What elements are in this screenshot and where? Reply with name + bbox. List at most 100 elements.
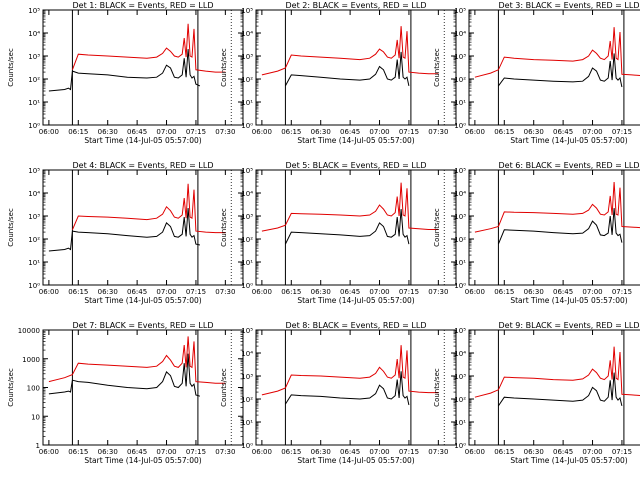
y-tick-label: 10¹ bbox=[454, 259, 466, 267]
x-tick-label: 07:30 bbox=[215, 448, 235, 456]
plot-frame bbox=[468, 9, 640, 126]
y-tick-label: 10⁴ bbox=[454, 350, 466, 358]
x-tick-label: 07:30 bbox=[215, 128, 235, 136]
y-tick-label: 10¹ bbox=[241, 99, 253, 107]
x-axis-label: Start Time (14-Jul-05 05:57:00) bbox=[84, 456, 201, 465]
plot-frame bbox=[255, 329, 457, 446]
x-tick-label: 07:15 bbox=[612, 448, 632, 456]
y-axis-label: Counts/sec bbox=[433, 48, 441, 87]
panel-title: Det 9: BLACK = Events, RED = LLD bbox=[499, 321, 640, 330]
plot-frame bbox=[468, 169, 640, 286]
y-tick-label: 10¹ bbox=[454, 419, 466, 427]
y-tick-label: 10¹ bbox=[241, 419, 253, 427]
y-tick-label: 100 bbox=[27, 385, 40, 393]
panel-det-4: Det 4: BLACK = Events, RED = LLD 10⁰ 10¹ 10… bbox=[7, 161, 244, 305]
x-axis-label: Start Time (14-Jul-05 05:57:00) bbox=[297, 136, 414, 145]
x-tick-label: 06:30 bbox=[524, 128, 544, 136]
y-tick-label: 10² bbox=[454, 396, 466, 404]
x-axis-label: Start Time (14-Jul-05 05:57:00) bbox=[84, 296, 201, 305]
x-tick-label: 06:15 bbox=[68, 288, 88, 296]
x-tick-label: 07:15 bbox=[399, 448, 419, 456]
series-line-events bbox=[284, 209, 410, 245]
x-tick-label: 06:45 bbox=[553, 128, 573, 136]
x-tick-label: 06:15 bbox=[68, 448, 88, 456]
x-tick-label: 06:00 bbox=[252, 448, 272, 456]
y-tick-label: 10⁴ bbox=[28, 30, 40, 38]
panel-title: Det 3: BLACK = Events, RED = LLD bbox=[499, 1, 640, 10]
x-tick-label: 07:00 bbox=[156, 128, 176, 136]
y-tick-label: 10³ bbox=[28, 213, 40, 221]
series-line-events bbox=[497, 208, 623, 245]
x-tick-label: 06:00 bbox=[252, 128, 272, 136]
x-tick-label: 06:00 bbox=[39, 128, 59, 136]
y-tick-label: 10⁴ bbox=[454, 190, 466, 198]
y-tick-label: 10² bbox=[241, 396, 253, 404]
y-tick-label: 10¹ bbox=[28, 259, 40, 267]
y-tick-label: 10⁰ bbox=[28, 282, 40, 290]
panel-title: Det 5: BLACK = Events, RED = LLD bbox=[286, 161, 427, 170]
y-tick-label: 10³ bbox=[454, 373, 466, 381]
x-tick-label: 06:30 bbox=[524, 448, 544, 456]
x-tick-label: 07:15 bbox=[186, 128, 206, 136]
series-line-lld bbox=[474, 346, 640, 398]
x-tick-label: 06:45 bbox=[127, 448, 147, 456]
panel-det-6: Det 6: BLACK = Events, RED = LLD 10⁰ 10¹ 10… bbox=[433, 161, 640, 305]
x-tick-label: 06:00 bbox=[39, 448, 59, 456]
panel-title: Det 1: BLACK = Events, RED = LLD bbox=[73, 1, 214, 10]
x-axis-label: Start Time (14-Jul-05 05:57:00) bbox=[510, 456, 627, 465]
x-tick-label: 06:45 bbox=[340, 128, 360, 136]
y-tick-label: 10⁴ bbox=[28, 190, 40, 198]
x-tick-label: 07:00 bbox=[582, 128, 602, 136]
panel-title: Det 8: BLACK = Events, RED = LLD bbox=[286, 321, 427, 330]
x-tick-label: 07:30 bbox=[428, 448, 448, 456]
y-tick-label: 10⁵ bbox=[241, 327, 253, 335]
x-tick-label: 06:30 bbox=[311, 448, 331, 456]
x-tick-label: 06:45 bbox=[127, 128, 147, 136]
panel-det-2: Det 2: BLACK = Events, RED = LLD 10⁰ 10¹ 10… bbox=[220, 1, 457, 145]
y-tick-label: 10¹ bbox=[454, 99, 466, 107]
series-line-lld bbox=[261, 345, 439, 396]
x-tick-label: 06:00 bbox=[465, 288, 485, 296]
x-tick-label: 06:30 bbox=[98, 288, 118, 296]
y-tick-label: 10⁰ bbox=[454, 282, 466, 290]
x-tick-label: 07:00 bbox=[369, 288, 389, 296]
series-line-lld bbox=[261, 182, 439, 232]
x-axis-label: Start Time (14-Jul-05 05:57:00) bbox=[297, 296, 414, 305]
y-tick-label: 10² bbox=[241, 76, 253, 84]
y-tick-label: 10000 bbox=[18, 327, 40, 335]
x-tick-label: 07:30 bbox=[428, 288, 448, 296]
x-tick-label: 07:00 bbox=[369, 128, 389, 136]
y-tick-label: 10⁵ bbox=[454, 327, 466, 335]
y-tick-label: 10⁵ bbox=[454, 7, 466, 15]
x-tick-label: 06:30 bbox=[311, 288, 331, 296]
series-line-events bbox=[48, 208, 201, 252]
panel-det-1: Det 1: BLACK = Events, RED = LLD 10⁰ 10¹ 10… bbox=[7, 1, 244, 145]
y-tick-label: 10 bbox=[31, 413, 40, 421]
x-tick-label: 07:15 bbox=[186, 288, 206, 296]
series-line-events bbox=[497, 53, 623, 88]
y-axis-label: Counts/sec bbox=[220, 48, 228, 87]
y-tick-label: 10³ bbox=[454, 53, 466, 61]
y-tick-label: 10² bbox=[28, 236, 40, 244]
plot-frame bbox=[42, 9, 244, 126]
x-tick-label: 06:15 bbox=[281, 128, 301, 136]
y-tick-label: 10⁵ bbox=[28, 7, 40, 15]
series-line-lld bbox=[261, 26, 439, 76]
y-tick-label: 10⁴ bbox=[241, 30, 253, 38]
x-axis-label: Start Time (14-Jul-05 05:57:00) bbox=[84, 136, 201, 145]
series-line-events bbox=[48, 49, 201, 92]
x-tick-label: 07:15 bbox=[399, 288, 419, 296]
x-axis-label: Start Time (14-Jul-05 05:57:00) bbox=[510, 296, 627, 305]
x-tick-label: 06:45 bbox=[127, 288, 147, 296]
y-axis-label: Counts/sec bbox=[7, 208, 15, 247]
plot-frame bbox=[255, 9, 457, 126]
panel-title: Det 7: BLACK = Events, RED = LLD bbox=[73, 321, 214, 330]
y-tick-label: 10³ bbox=[241, 53, 253, 61]
panel-det-7: Det 7: BLACK = Events, RED = LLD 1 10 100 10… bbox=[7, 321, 244, 465]
y-axis-label: Counts/sec bbox=[220, 208, 228, 247]
x-tick-label: 07:15 bbox=[612, 288, 632, 296]
y-tick-label: 10³ bbox=[454, 213, 466, 221]
x-tick-label: 06:30 bbox=[98, 448, 118, 456]
y-tick-label: 10¹ bbox=[241, 259, 253, 267]
x-tick-label: 07:00 bbox=[156, 448, 176, 456]
